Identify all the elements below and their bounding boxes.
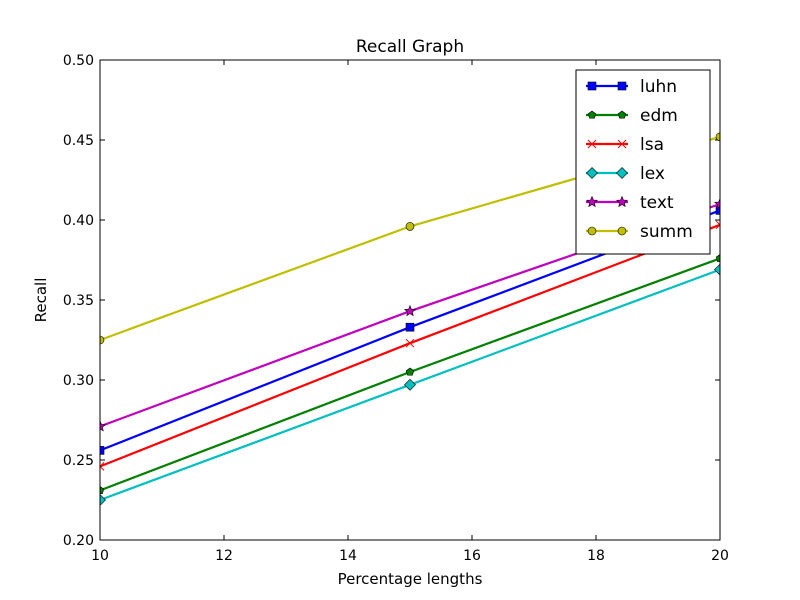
legend-label-lsa: lsa (640, 135, 664, 155)
legend-marker-lsa-stroke (617, 139, 627, 149)
data-point-luhn (405, 322, 415, 332)
legend-marker-luhn (617, 81, 627, 91)
legend-marker-lsa (617, 139, 627, 149)
data-point-luhn (715, 206, 720, 215)
data-point-lex (714, 263, 720, 276)
x-tick-label: 18 (587, 548, 605, 564)
data-point-lex (404, 378, 416, 391)
data-point-edm (715, 254, 720, 262)
chart-title: Recall Graph (356, 37, 464, 57)
x-tick-label: 14 (339, 548, 357, 564)
legend-label-text: text (640, 193, 674, 213)
data-point-lsa-stroke (715, 220, 720, 226)
legend-marker-edm (587, 110, 597, 119)
data-point-lsa (100, 462, 105, 471)
data-point-edm (100, 486, 105, 494)
legend-marker-summ (617, 226, 627, 236)
data-point-summ (715, 132, 720, 142)
series-line-lsa (100, 223, 720, 468)
legend-label-summ: summ (640, 222, 693, 242)
data-point-lsa-stroke (715, 224, 720, 230)
legend-marker-text (616, 195, 628, 208)
x-tick-label: 16 (463, 548, 481, 564)
legend-marker-luhn (587, 81, 597, 91)
y-tick-label: 0.50 (63, 53, 94, 69)
legend-marker-lex (616, 167, 628, 179)
x-tick-label: 10 (91, 548, 109, 564)
data-point-edm (405, 367, 415, 376)
y-tick-label: 0.35 (63, 293, 94, 309)
data-point-summ (100, 335, 105, 345)
data-point-text (404, 304, 416, 317)
x-tick-label: 12 (215, 548, 233, 564)
data-point-summ (405, 222, 415, 231)
legend-marker-edm (617, 110, 627, 119)
y-tick-label: 0.25 (63, 453, 94, 469)
legend-marker-lsa (587, 139, 597, 149)
y-axis-label: Recall (32, 278, 50, 323)
x-tick-label: 20 (711, 548, 729, 564)
data-point-lsa (405, 338, 415, 348)
y-tick-label: 0.40 (63, 213, 94, 229)
legend-label-edm: edm (640, 106, 678, 126)
x-axis-label: Percentage lengths (338, 570, 483, 588)
data-point-text (100, 420, 106, 432)
axes-frame (99, 59, 721, 541)
legend-marker-lsa-stroke (587, 139, 597, 149)
legend-label-luhn: luhn (640, 77, 677, 97)
legend-box (575, 69, 711, 255)
legend-marker-text (586, 195, 598, 208)
legend-label-lex: lex (640, 164, 665, 184)
data-point-lex (100, 494, 106, 506)
data-point-lsa-stroke (100, 462, 105, 468)
y-tick-label: 0.30 (63, 373, 94, 389)
legend-marker-lex (586, 167, 598, 179)
data-point-lsa (715, 220, 720, 230)
legend: luhn edm lsa lex text summ (575, 69, 711, 255)
data-point-luhn (100, 446, 105, 455)
data-point-lsa-stroke (100, 465, 105, 471)
data-point-lsa-stroke (405, 338, 415, 348)
y-tick-label: 0.20 (63, 533, 94, 549)
data-point-text (714, 197, 720, 210)
y-tick-label: 0.45 (63, 133, 94, 149)
legend-marker-summ (587, 226, 597, 236)
